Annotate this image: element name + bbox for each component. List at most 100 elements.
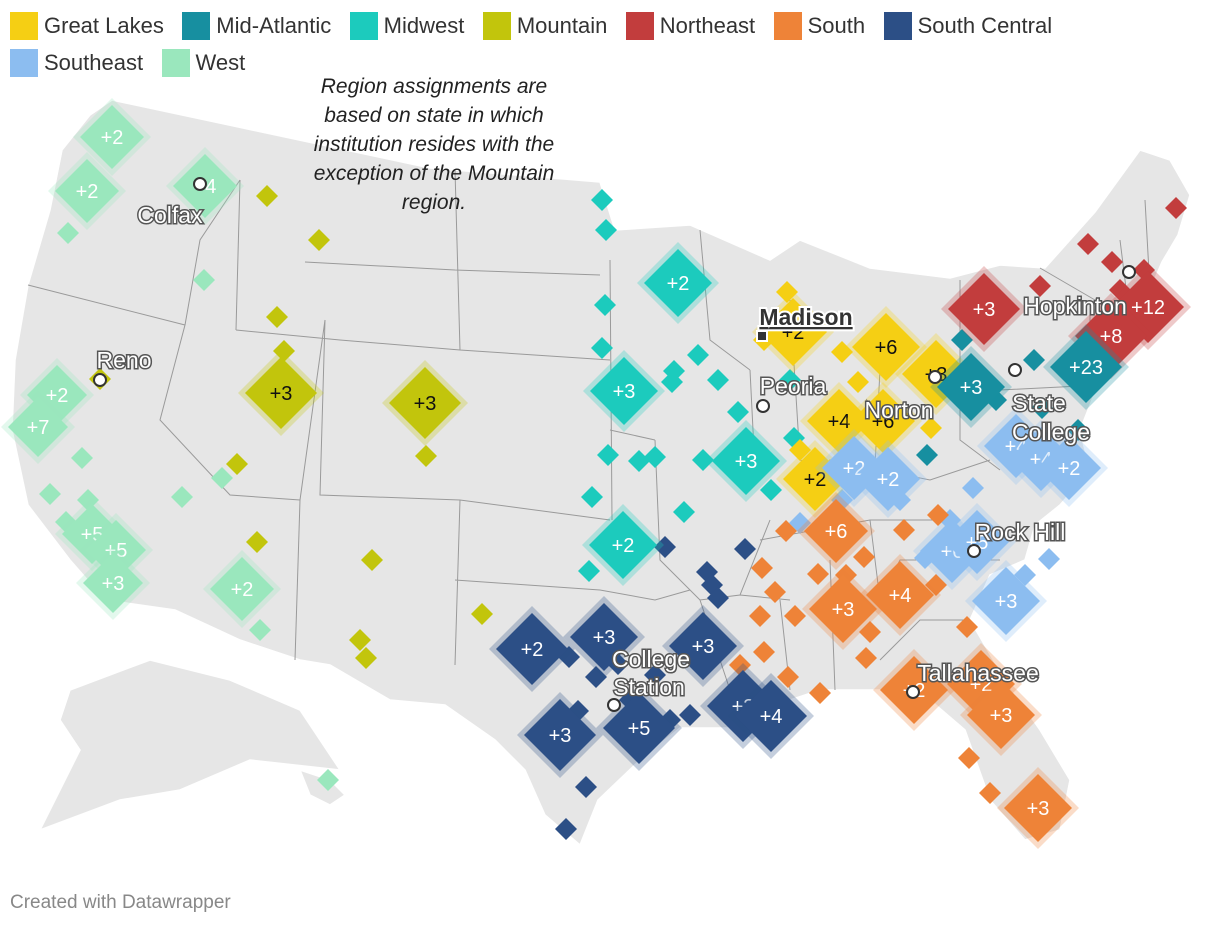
institution-marker[interactable] — [855, 647, 877, 669]
institution-marker[interactable] — [853, 546, 875, 568]
institution-marker[interactable] — [807, 563, 829, 585]
institution-marker[interactable] — [654, 536, 676, 558]
cluster-marker[interactable] — [851, 389, 915, 453]
institution-marker[interactable] — [1023, 349, 1045, 371]
institution-marker[interactable] — [317, 769, 339, 791]
institution-marker[interactable] — [1165, 197, 1187, 219]
legend-item[interactable]: Mountain — [482, 8, 607, 44]
cluster-marker[interactable] — [967, 681, 1035, 749]
institution-marker[interactable] — [1038, 548, 1060, 570]
institution-marker[interactable] — [707, 587, 729, 609]
institution-marker[interactable] — [226, 453, 248, 475]
institution-marker[interactable] — [308, 229, 330, 251]
legend-item[interactable]: South — [773, 8, 865, 44]
institution-marker[interactable] — [349, 629, 371, 651]
institution-marker[interactable] — [211, 467, 233, 489]
institution-marker[interactable] — [266, 306, 288, 328]
institution-marker[interactable] — [749, 605, 771, 627]
institution-marker[interactable] — [273, 340, 295, 362]
legend-item[interactable]: Mid-Atlantic — [182, 8, 331, 44]
institution-marker[interactable] — [775, 520, 797, 542]
institution-marker[interactable] — [597, 444, 619, 466]
cluster-marker[interactable] — [589, 511, 657, 579]
cluster-marker[interactable] — [712, 427, 780, 495]
institution-marker[interactable] — [727, 401, 749, 423]
institution-marker[interactable] — [594, 294, 616, 316]
institution-marker[interactable] — [581, 486, 603, 508]
institution-marker[interactable] — [831, 341, 853, 363]
cluster-marker[interactable] — [852, 313, 920, 381]
cluster-marker[interactable] — [644, 249, 712, 317]
institution-marker[interactable] — [729, 654, 751, 676]
city-marker[interactable] — [1008, 363, 1022, 377]
cluster-marker[interactable] — [856, 447, 920, 511]
institution-marker[interactable] — [925, 574, 947, 596]
city-marker[interactable] — [1122, 265, 1136, 279]
city-marker[interactable] — [906, 685, 920, 699]
city-marker[interactable] — [928, 370, 942, 384]
institution-marker[interactable] — [591, 337, 613, 359]
institution-marker[interactable] — [555, 818, 577, 840]
cluster-marker[interactable] — [1050, 331, 1122, 403]
institution-marker[interactable] — [1029, 275, 1051, 297]
institution-marker[interactable] — [628, 450, 650, 472]
cluster-marker[interactable] — [8, 397, 68, 457]
institution-marker[interactable] — [687, 344, 709, 366]
institution-marker[interactable] — [595, 219, 617, 241]
city-marker[interactable] — [756, 399, 770, 413]
institution-marker[interactable] — [764, 581, 786, 603]
cluster-marker[interactable] — [735, 680, 807, 752]
institution-marker[interactable] — [673, 501, 695, 523]
institution-marker[interactable] — [777, 666, 799, 688]
institution-marker[interactable] — [256, 185, 278, 207]
cluster-marker[interactable] — [866, 561, 934, 629]
institution-marker[interactable] — [361, 549, 383, 571]
institution-marker[interactable] — [927, 504, 949, 526]
cluster-marker[interactable] — [945, 510, 1009, 574]
institution-marker[interactable] — [789, 439, 811, 461]
cluster-marker[interactable] — [83, 553, 143, 613]
institution-marker[interactable] — [962, 477, 984, 499]
institution-marker[interactable] — [751, 557, 773, 579]
institution-marker[interactable] — [193, 269, 215, 291]
institution-marker[interactable] — [1031, 397, 1053, 419]
cluster-marker[interactable] — [1037, 436, 1101, 500]
institution-marker[interactable] — [776, 281, 798, 303]
cluster-marker[interactable] — [1004, 774, 1072, 842]
cluster-marker[interactable] — [389, 367, 461, 439]
cluster-marker[interactable] — [245, 357, 317, 429]
city-marker[interactable] — [93, 373, 107, 387]
institution-marker[interactable] — [707, 369, 729, 391]
institution-marker[interactable] — [1077, 233, 1099, 255]
legend-item[interactable]: West — [161, 45, 245, 81]
institution-marker[interactable] — [1067, 419, 1089, 441]
institution-marker[interactable] — [57, 222, 79, 244]
institution-marker[interactable] — [71, 447, 93, 469]
cluster-marker[interactable] — [948, 273, 1020, 345]
institution-marker[interactable] — [753, 641, 775, 663]
cluster-marker[interactable] — [210, 557, 274, 621]
institution-marker[interactable] — [734, 538, 756, 560]
cluster-marker[interactable] — [759, 298, 827, 366]
institution-marker[interactable] — [246, 531, 268, 553]
institution-marker[interactable] — [893, 519, 915, 541]
institution-marker[interactable] — [692, 449, 714, 471]
institution-marker[interactable] — [679, 704, 701, 726]
institution-marker[interactable] — [779, 369, 801, 391]
legend-item[interactable]: Great Lakes — [10, 8, 164, 44]
institution-marker[interactable] — [591, 189, 613, 211]
institution-marker[interactable] — [859, 621, 881, 643]
institution-marker[interactable] — [415, 445, 437, 467]
cluster-marker[interactable] — [524, 699, 596, 771]
institution-marker[interactable] — [979, 782, 1001, 804]
cluster-marker[interactable] — [55, 159, 119, 223]
cluster-marker[interactable] — [496, 613, 568, 685]
cluster-marker[interactable] — [603, 692, 675, 764]
legend-item[interactable]: Northeast — [625, 8, 755, 44]
institution-marker[interactable] — [471, 603, 493, 625]
institution-marker[interactable] — [809, 682, 831, 704]
institution-marker[interactable] — [39, 483, 61, 505]
institution-marker[interactable] — [661, 371, 683, 393]
legend-item[interactable]: Midwest — [349, 8, 464, 44]
cluster-marker[interactable] — [80, 105, 144, 169]
